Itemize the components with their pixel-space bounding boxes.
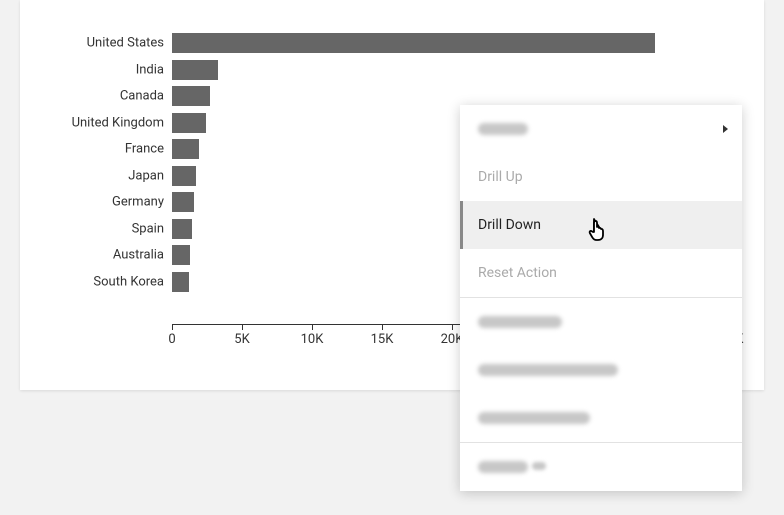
menu-item-drill-up: Drill Up xyxy=(460,153,742,201)
x-tick-label: 15K xyxy=(371,332,394,347)
bar[interactable] xyxy=(172,139,199,159)
bar[interactable] xyxy=(172,192,194,212)
x-tick-mark xyxy=(452,324,453,330)
y-axis-label: Germany xyxy=(112,195,164,210)
x-tick-label: 0 xyxy=(168,332,175,347)
x-tick-label: 5K xyxy=(234,332,249,347)
bar-row[interactable]: India xyxy=(172,57,732,83)
x-tick-mark xyxy=(172,324,173,330)
y-axis-label: Canada xyxy=(120,89,164,104)
y-axis-label: India xyxy=(136,62,164,77)
bar[interactable] xyxy=(172,245,190,265)
context-menu[interactable]: Drill Up Drill Down Reset Action xyxy=(460,105,742,491)
menu-item-export-to-sheets[interactable] xyxy=(460,394,742,442)
bar-row[interactable]: United States xyxy=(172,30,732,56)
menu-item-reset-action: Reset Action xyxy=(460,249,742,297)
menu-item-label: Drill Down xyxy=(478,217,541,233)
y-axis-label: United Kingdom xyxy=(72,115,164,130)
y-axis-label: France xyxy=(125,142,164,157)
menu-item-label xyxy=(478,364,618,376)
menu-item-badge xyxy=(532,462,546,470)
y-axis-label: Spain xyxy=(132,221,164,236)
menu-item-explore[interactable] xyxy=(460,443,742,491)
menu-item-label: Drill Up xyxy=(478,169,523,185)
menu-item-label xyxy=(478,461,528,473)
menu-item-label xyxy=(478,412,590,424)
bar[interactable] xyxy=(172,60,218,80)
menu-item-download-csv[interactable] xyxy=(460,298,742,346)
x-tick-mark xyxy=(382,324,383,330)
bar[interactable] xyxy=(172,33,655,53)
menu-item-label xyxy=(478,123,528,135)
y-axis-label: United States xyxy=(87,36,164,51)
menu-item-sort-by[interactable] xyxy=(460,105,742,153)
bar[interactable] xyxy=(172,86,210,106)
bar[interactable] xyxy=(172,272,189,292)
menu-item-label: Reset Action xyxy=(478,265,557,281)
menu-item-download-csv-excel[interactable] xyxy=(460,346,742,394)
bar[interactable] xyxy=(172,219,192,239)
bar[interactable] xyxy=(172,166,196,186)
y-axis-label: Japan xyxy=(128,168,164,183)
menu-item-label xyxy=(478,316,562,328)
menu-item-drill-down[interactable]: Drill Down xyxy=(460,201,742,249)
y-axis-label: Australia xyxy=(113,248,164,263)
x-tick-mark xyxy=(242,324,243,330)
chevron-right-icon xyxy=(723,125,728,133)
y-axis-label: South Korea xyxy=(93,274,164,289)
bar[interactable] xyxy=(172,113,206,133)
x-tick-mark xyxy=(312,324,313,330)
x-tick-label: 10K xyxy=(301,332,324,347)
